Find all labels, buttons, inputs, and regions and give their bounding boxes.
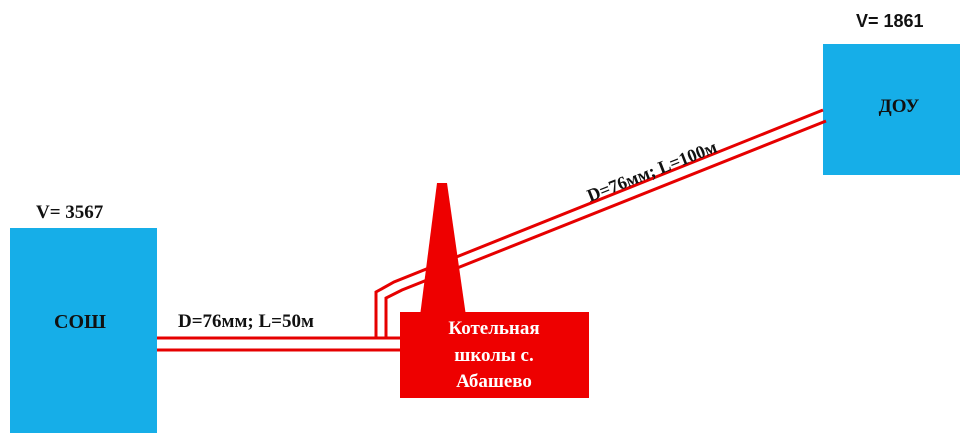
pipeline-to-school-label: D=76мм; L=50м <box>178 311 314 332</box>
boiler-label-line-1: Котельная <box>448 318 539 339</box>
school-label: СОШ <box>54 311 106 333</box>
kindergarten-volume-label: V= 1861 <box>856 11 924 31</box>
kindergarten-building <box>823 44 960 175</box>
school-volume-label: V= 3567 <box>36 202 104 223</box>
kindergarten-label: ДОУ <box>879 96 920 117</box>
boiler-house: Котельная школы с. Абашево <box>400 183 589 398</box>
pipeline-to-school <box>157 336 400 352</box>
boiler-building <box>400 312 589 398</box>
school-building <box>10 228 157 433</box>
boiler-chimney <box>420 183 466 316</box>
boiler-label-line-3: Абашево <box>456 371 532 392</box>
pipeline-to-kindergarten <box>374 108 827 338</box>
boiler-label-line-2: школы с. <box>454 345 533 366</box>
